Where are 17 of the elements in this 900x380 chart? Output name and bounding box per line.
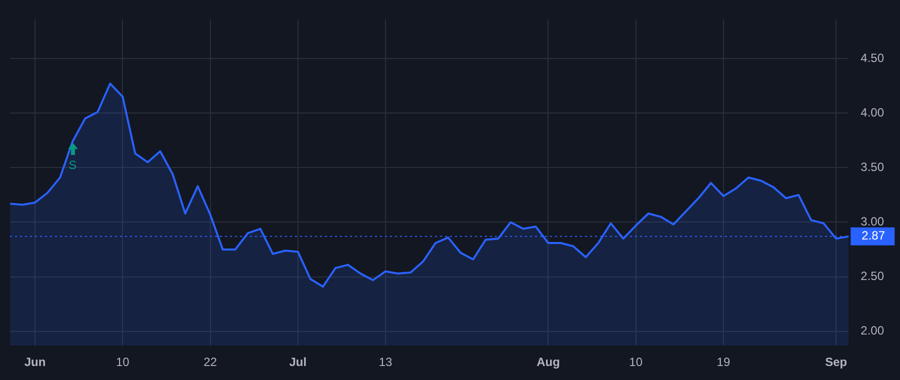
x-tick-label: 10 <box>116 355 130 370</box>
x-tick-label: Sep <box>825 355 848 370</box>
y-tick-label: 4.50 <box>860 50 884 65</box>
y-tick-label: 3.50 <box>860 160 884 174</box>
x-tick-label: Jul <box>289 355 307 370</box>
y-tick-label: 3.00 <box>860 214 884 229</box>
y-tick-label: 2.00 <box>860 324 884 338</box>
x-tick-label: Jun <box>24 355 46 370</box>
x-tick-label: 10 <box>629 355 643 370</box>
ref-line-label: 2.87 <box>862 228 886 243</box>
annotation: S <box>68 158 77 172</box>
y-tick-label: 2.50 <box>860 269 884 284</box>
x-tick-label: Aug <box>536 355 560 370</box>
x-tick-label: 19 <box>716 355 730 370</box>
x-tick-label: 22 <box>204 355 218 370</box>
y-tick-label: 4.00 <box>860 105 884 120</box>
x-tick-label: 13 <box>378 355 393 370</box>
